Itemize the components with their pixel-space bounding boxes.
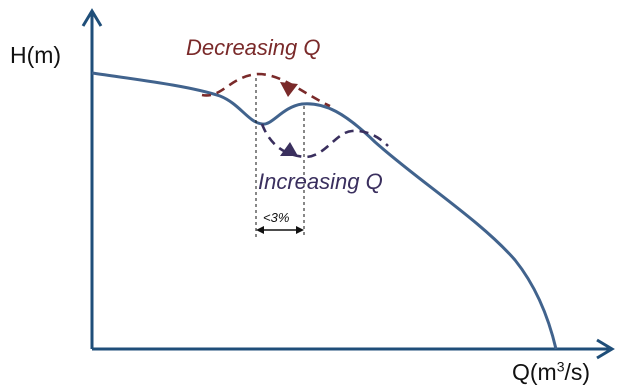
decreasing-q-dashed-curve [201,72,331,108]
width-arrow-left-icon [256,226,264,234]
increasing-q-dashed-curve [260,123,389,159]
x-axis-label-tail: /s) [564,359,591,385]
pump-curve [91,71,558,350]
triangle-up-icon [280,142,298,156]
increasing-q-label: Increasing Q [258,169,383,194]
width-percent-label: <3% [263,210,290,225]
x-axis-label-base: Q(m [512,359,557,385]
y-axis-arrowhead-icon [81,8,103,27]
width-arrow-right-icon [296,226,304,234]
y-axis-label: H(m) [10,42,62,68]
decreasing-q-label: Decreasing Q [186,35,321,60]
x-axis-label-superscript: 3 [556,358,565,375]
x-axis-label: Q(m3/s) [512,358,591,385]
triangle-down-icon [280,82,298,97]
x-axis-arrowhead-icon [596,338,615,360]
